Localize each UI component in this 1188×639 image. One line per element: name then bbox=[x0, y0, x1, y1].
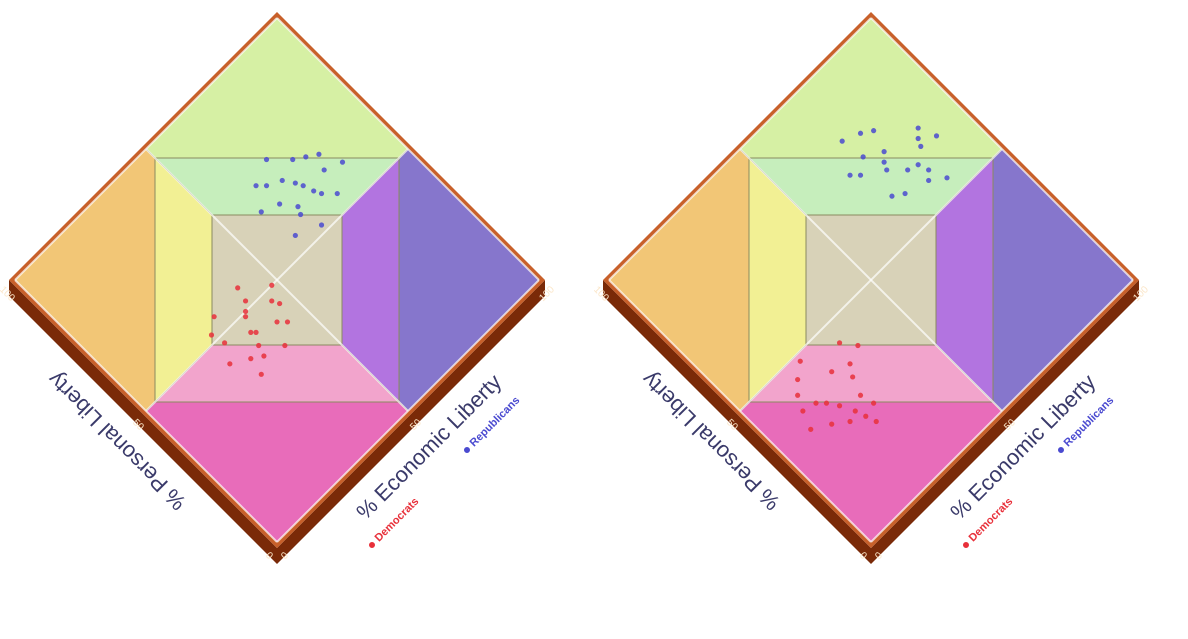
point bbox=[836, 340, 843, 346]
grid-line bbox=[276, 279, 540, 543]
point bbox=[258, 209, 264, 215]
point bbox=[795, 376, 801, 383]
legend-marker bbox=[369, 542, 375, 548]
point bbox=[248, 356, 254, 362]
point bbox=[847, 172, 853, 178]
point bbox=[813, 400, 819, 406]
point bbox=[863, 413, 869, 419]
point bbox=[222, 340, 228, 346]
point bbox=[248, 329, 254, 335]
point bbox=[847, 418, 853, 425]
point bbox=[277, 300, 283, 307]
point bbox=[836, 403, 843, 409]
point bbox=[297, 211, 304, 218]
point bbox=[871, 400, 877, 406]
point bbox=[860, 154, 866, 160]
point bbox=[902, 190, 908, 197]
point bbox=[227, 361, 233, 367]
point bbox=[944, 175, 950, 181]
point bbox=[857, 130, 864, 136]
point bbox=[311, 188, 317, 194]
point bbox=[808, 426, 814, 432]
point bbox=[839, 138, 845, 144]
point bbox=[263, 156, 270, 163]
point bbox=[881, 159, 887, 165]
point bbox=[926, 167, 932, 173]
point bbox=[316, 151, 322, 157]
legend-marker bbox=[963, 542, 969, 548]
grid-line bbox=[608, 17, 872, 281]
point bbox=[284, 319, 291, 325]
point bbox=[242, 308, 249, 315]
point bbox=[871, 128, 877, 134]
point bbox=[300, 183, 306, 189]
point bbox=[873, 418, 879, 425]
point bbox=[282, 342, 288, 349]
point bbox=[829, 369, 835, 375]
point bbox=[274, 319, 280, 325]
point bbox=[269, 298, 275, 304]
grid-line bbox=[870, 279, 1134, 543]
point bbox=[795, 392, 801, 398]
point bbox=[823, 400, 830, 406]
point bbox=[850, 374, 856, 380]
legend-marker bbox=[464, 447, 470, 453]
point bbox=[339, 159, 346, 165]
point bbox=[926, 177, 932, 184]
point bbox=[915, 162, 921, 168]
point bbox=[855, 342, 861, 349]
point bbox=[211, 314, 217, 320]
region-top bbox=[609, 18, 1133, 159]
point bbox=[857, 392, 864, 398]
point bbox=[292, 180, 298, 186]
point bbox=[881, 149, 887, 155]
point bbox=[208, 332, 215, 338]
point bbox=[318, 222, 325, 228]
point bbox=[295, 204, 301, 210]
grid-line bbox=[145, 148, 409, 412]
point bbox=[933, 133, 940, 139]
point bbox=[242, 314, 249, 320]
point bbox=[334, 190, 340, 197]
legend-marker bbox=[1058, 447, 1064, 453]
grid-line bbox=[739, 148, 1003, 412]
point bbox=[321, 167, 327, 173]
point bbox=[889, 193, 895, 199]
region-top bbox=[15, 18, 539, 159]
point bbox=[915, 135, 921, 142]
point bbox=[915, 125, 921, 131]
point bbox=[303, 154, 309, 160]
point bbox=[235, 285, 241, 291]
point bbox=[918, 143, 924, 149]
point bbox=[800, 408, 806, 414]
point bbox=[279, 177, 285, 184]
grid-line bbox=[14, 17, 278, 281]
point bbox=[242, 298, 249, 304]
point bbox=[857, 172, 864, 178]
point bbox=[253, 183, 259, 189]
point bbox=[829, 421, 835, 427]
point bbox=[269, 282, 275, 288]
point bbox=[261, 353, 267, 359]
point bbox=[253, 329, 259, 335]
point bbox=[852, 408, 858, 414]
point bbox=[256, 342, 262, 349]
point bbox=[290, 156, 296, 163]
point bbox=[277, 201, 283, 207]
point bbox=[318, 190, 325, 197]
point bbox=[884, 167, 890, 173]
point bbox=[258, 371, 264, 377]
point bbox=[263, 183, 270, 189]
point bbox=[905, 167, 911, 173]
point bbox=[292, 232, 298, 239]
point bbox=[847, 361, 853, 367]
point bbox=[797, 358, 803, 364]
